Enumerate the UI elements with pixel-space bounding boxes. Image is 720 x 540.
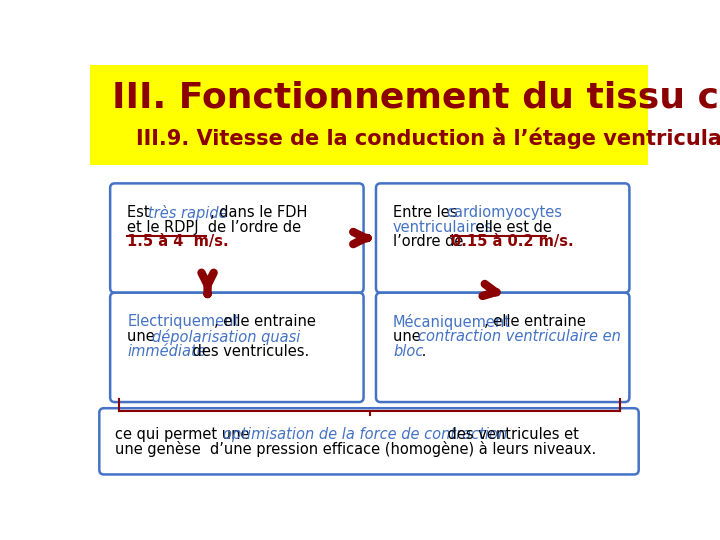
Text: dépolarisation quasi: dépolarisation quasi (153, 329, 301, 345)
Text: une: une (127, 329, 160, 344)
Text: Electriquement: Electriquement (127, 314, 240, 329)
Text: .: . (417, 343, 426, 359)
Text: contraction ventriculaire en: contraction ventriculaire en (418, 329, 621, 344)
FancyBboxPatch shape (376, 184, 629, 293)
Text: une genèse  d’une pression efficace (homogène) à leurs niveaux.: une genèse d’une pression efficace (homo… (114, 441, 596, 457)
Text: , elle entraine: , elle entraine (485, 314, 586, 329)
FancyBboxPatch shape (90, 65, 648, 165)
FancyBboxPatch shape (110, 184, 364, 293)
Text: 1.5 à 4  m/s.: 1.5 à 4 m/s. (127, 234, 229, 249)
Text: III. Fonctionnement du tissu cardionecteur: III. Fonctionnement du tissu cardionecte… (112, 80, 720, 114)
Text: 0.15 à 0.2 m/s.: 0.15 à 0.2 m/s. (451, 234, 574, 249)
Text: Mécaniquement: Mécaniquement (393, 314, 511, 330)
Text: , dans le FDH: , dans le FDH (210, 205, 307, 220)
Text: bloc: bloc (393, 343, 423, 359)
Text: des ventricules et: des ventricules et (443, 427, 579, 442)
Text: cardiomyocytes: cardiomyocytes (446, 205, 562, 220)
FancyBboxPatch shape (110, 293, 364, 402)
Text: , elle entraine: , elle entraine (214, 314, 316, 329)
FancyBboxPatch shape (376, 293, 629, 402)
Text: ventriculaires: ventriculaires (393, 220, 493, 234)
Text: des ventricules.: des ventricules. (188, 343, 310, 359)
Text: très rapide: très rapide (148, 205, 228, 221)
Text: optimisation de la force de contraction: optimisation de la force de contraction (222, 427, 507, 442)
Text: immédiate: immédiate (127, 343, 206, 359)
Text: Entre les: Entre les (393, 205, 462, 220)
Text: une: une (393, 329, 426, 344)
Text: et le RDPJ  de l’ordre de: et le RDPJ de l’ordre de (127, 220, 302, 234)
Text: l’ordre de: l’ordre de (393, 234, 468, 249)
Text: elle est de: elle est de (471, 220, 552, 234)
FancyBboxPatch shape (99, 408, 639, 475)
Text: Est: Est (127, 205, 155, 220)
Text: ce qui permet une: ce qui permet une (114, 427, 254, 442)
Text: III.9. Vitesse de la conduction à l’étage ventriculaire: III.9. Vitesse de la conduction à l’étag… (137, 127, 720, 149)
